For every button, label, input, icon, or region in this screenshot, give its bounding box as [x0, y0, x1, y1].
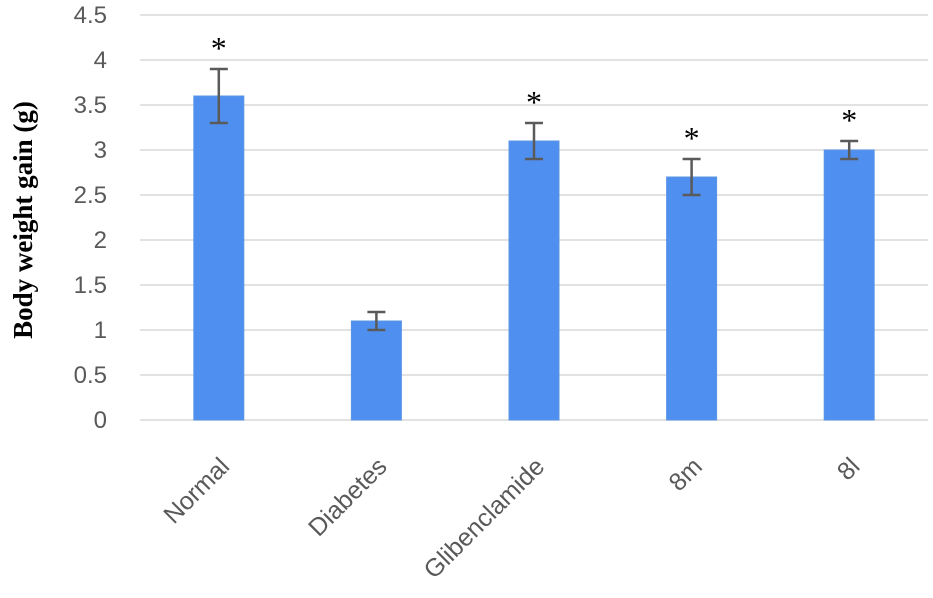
y-tick-label: 3 [94, 137, 107, 164]
y-tick-label: 2 [94, 227, 107, 254]
y-tick-label: 1.5 [74, 272, 107, 299]
significance-star: * [841, 102, 857, 138]
error-bar-glibenclamide [525, 121, 543, 161]
significance-star: * [526, 84, 542, 120]
x-category-label: 8l [832, 452, 866, 486]
bars [193, 95, 875, 421]
significance-star: * [211, 30, 227, 66]
x-category-label: Diabetes [303, 452, 393, 542]
error-bar-8m [682, 157, 701, 197]
y-tick-label: 0 [94, 407, 107, 434]
y-axis-title: Body weight gain (g) [8, 101, 38, 339]
error-bar-normal [209, 67, 228, 125]
x-category-label: Normal [158, 452, 235, 529]
y-tick-label: 4.5 [74, 2, 107, 29]
y-tick-label: 4 [94, 47, 107, 74]
error-bar-diabetes [367, 310, 386, 332]
x-category-label: 8m [663, 452, 707, 496]
bar-8l [823, 149, 875, 421]
y-axis-ticks: 0 0.5 1 1.5 2 2.5 3 3.5 4 4.5 [74, 2, 107, 434]
significance-markers: * * * * [211, 30, 857, 156]
bar-normal [193, 95, 245, 421]
error-bar-8l [840, 139, 859, 161]
x-category-label: Glibenclamide [418, 452, 550, 584]
y-tick-label: 3.5 [74, 92, 107, 119]
error-bars [209, 67, 859, 332]
y-tick-label: 1 [94, 317, 107, 344]
bar-diabetes [350, 320, 402, 421]
x-axis-categories: Normal Diabetes Glibenclamide 8m 8l [158, 452, 865, 584]
y-tick-label: 0.5 [74, 362, 107, 389]
bar-8m [666, 176, 718, 421]
bar-glibenclamide [508, 140, 560, 421]
y-tick-label: 2.5 [74, 182, 107, 209]
significance-star: * [684, 120, 700, 156]
